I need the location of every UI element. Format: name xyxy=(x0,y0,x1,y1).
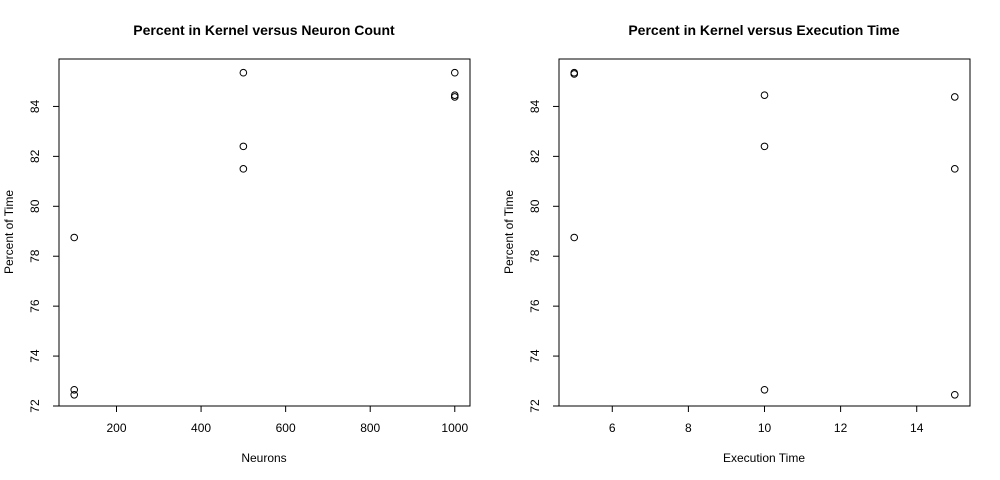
x-tick-label: 6 xyxy=(609,421,616,435)
data-point xyxy=(450,93,459,101)
x-tick-label: 12 xyxy=(834,421,848,435)
x-tick-label: 8 xyxy=(685,421,692,435)
y-tick-label: 80 xyxy=(528,199,542,213)
x-tick-label: 800 xyxy=(360,421,380,435)
data-point xyxy=(950,390,959,399)
marks-layer: 6 8 10 12 14 72 74 76 78 80 82 84 xyxy=(528,68,959,435)
x-tick-label: 1000 xyxy=(441,421,468,435)
y-tick-label: 74 xyxy=(528,349,542,363)
y-tick-label: 72 xyxy=(528,399,542,413)
plot-frame xyxy=(58,58,471,407)
y-axis-label: Percent of Time xyxy=(2,190,16,274)
x-tick-label: 200 xyxy=(106,421,126,435)
panel-execution-time: Percent in Kernel versus Execution Time … xyxy=(502,22,971,465)
data-point xyxy=(950,165,959,173)
data-point xyxy=(570,70,579,78)
data-point xyxy=(450,68,459,77)
chart-title: Percent in Kernel versus Execution Time xyxy=(628,22,900,38)
x-tick-label: 400 xyxy=(191,421,211,435)
x-axis-label: Execution Time xyxy=(723,451,805,465)
data-point xyxy=(70,233,79,242)
data-point xyxy=(760,142,769,151)
data-point xyxy=(950,93,959,101)
x-tick-label: 10 xyxy=(758,421,772,435)
data-point xyxy=(239,165,248,173)
data-point xyxy=(70,390,79,399)
plot-frame xyxy=(558,58,971,407)
data-point xyxy=(239,68,248,77)
x-tick-label: 14 xyxy=(910,421,924,435)
y-tick-label: 78 xyxy=(528,249,542,263)
y-tick-label: 74 xyxy=(28,349,42,363)
y-tick-label: 76 xyxy=(528,299,542,313)
data-point xyxy=(70,385,79,394)
y-tick-label: 84 xyxy=(528,99,542,113)
panel-neurons: Percent in Kernel versus Neuron Count Ne… xyxy=(2,22,471,465)
data-point xyxy=(570,233,579,242)
y-axis-label: Percent of Time xyxy=(502,190,516,274)
y-tick-label: 82 xyxy=(28,149,42,163)
marks-layer: 200 400 600 800 1000 72 74 76 78 80 82 84 xyxy=(28,68,468,435)
y-tick-label: 82 xyxy=(528,149,542,163)
data-point xyxy=(760,91,769,99)
y-tick-label: 72 xyxy=(28,399,42,413)
y-tick-label: 76 xyxy=(28,299,42,313)
y-tick-label: 78 xyxy=(28,249,42,263)
data-point xyxy=(239,142,248,151)
data-point xyxy=(760,385,769,394)
y-tick-label: 84 xyxy=(28,99,42,113)
y-tick-label: 80 xyxy=(28,199,42,213)
chart-title: Percent in Kernel versus Neuron Count xyxy=(133,22,395,38)
x-axis-label: Neurons xyxy=(241,451,286,465)
x-tick-label: 600 xyxy=(276,421,296,435)
